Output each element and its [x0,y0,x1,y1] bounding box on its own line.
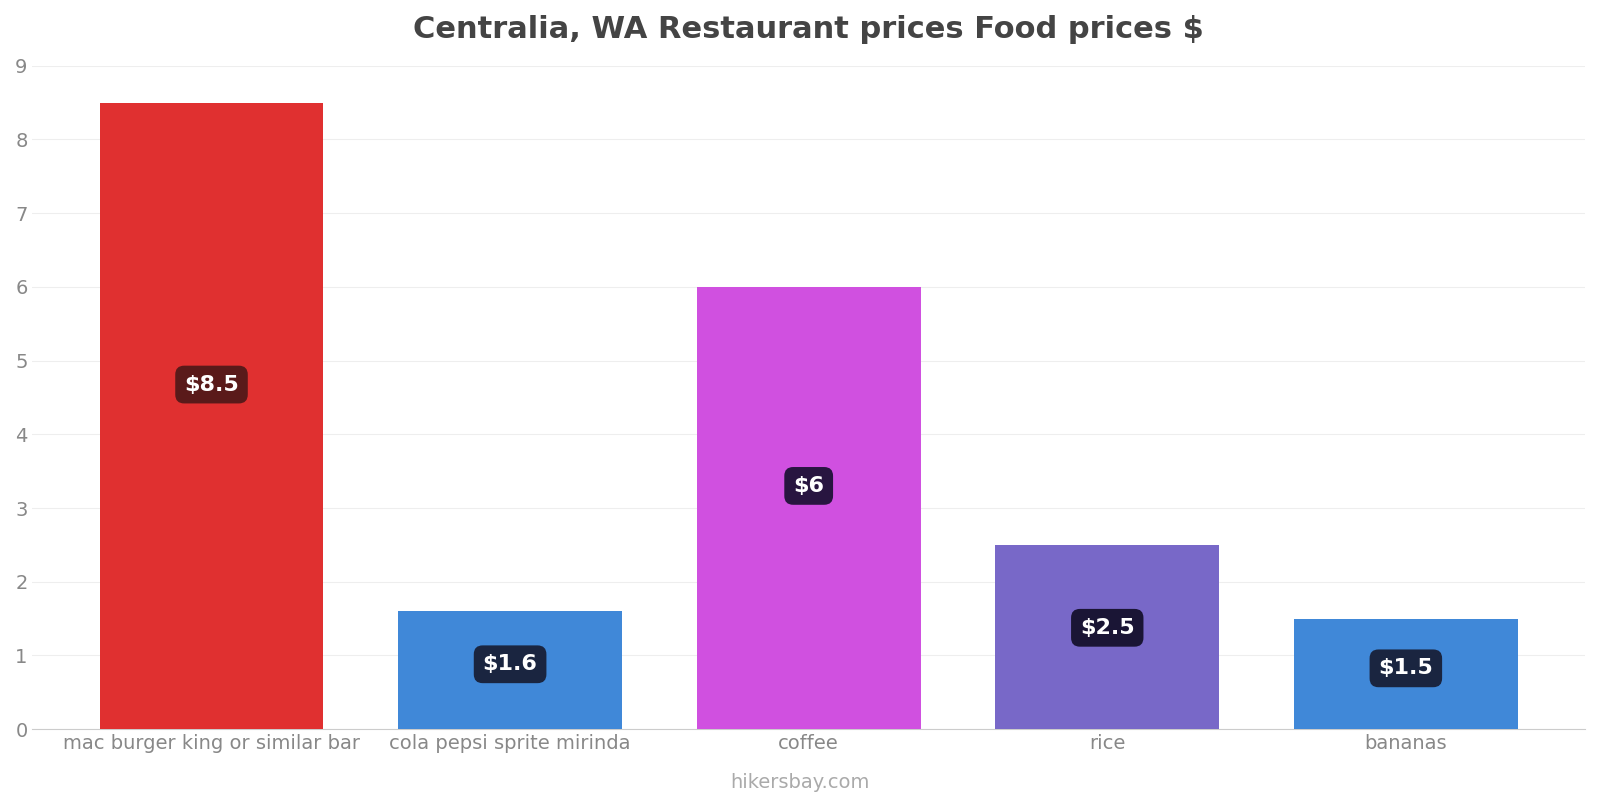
Text: hikersbay.com: hikersbay.com [730,773,870,792]
Text: $1.6: $1.6 [483,654,538,674]
Title: Centralia, WA Restaurant prices Food prices $: Centralia, WA Restaurant prices Food pri… [413,15,1205,44]
Bar [696,287,920,729]
Bar [99,102,323,729]
Text: $1.5: $1.5 [1379,658,1434,678]
Text: $8.5: $8.5 [184,374,238,394]
Text: $2.5: $2.5 [1080,618,1134,638]
Bar [398,611,622,729]
Bar [1294,618,1518,729]
Bar [995,545,1219,729]
Text: $6: $6 [794,476,824,496]
